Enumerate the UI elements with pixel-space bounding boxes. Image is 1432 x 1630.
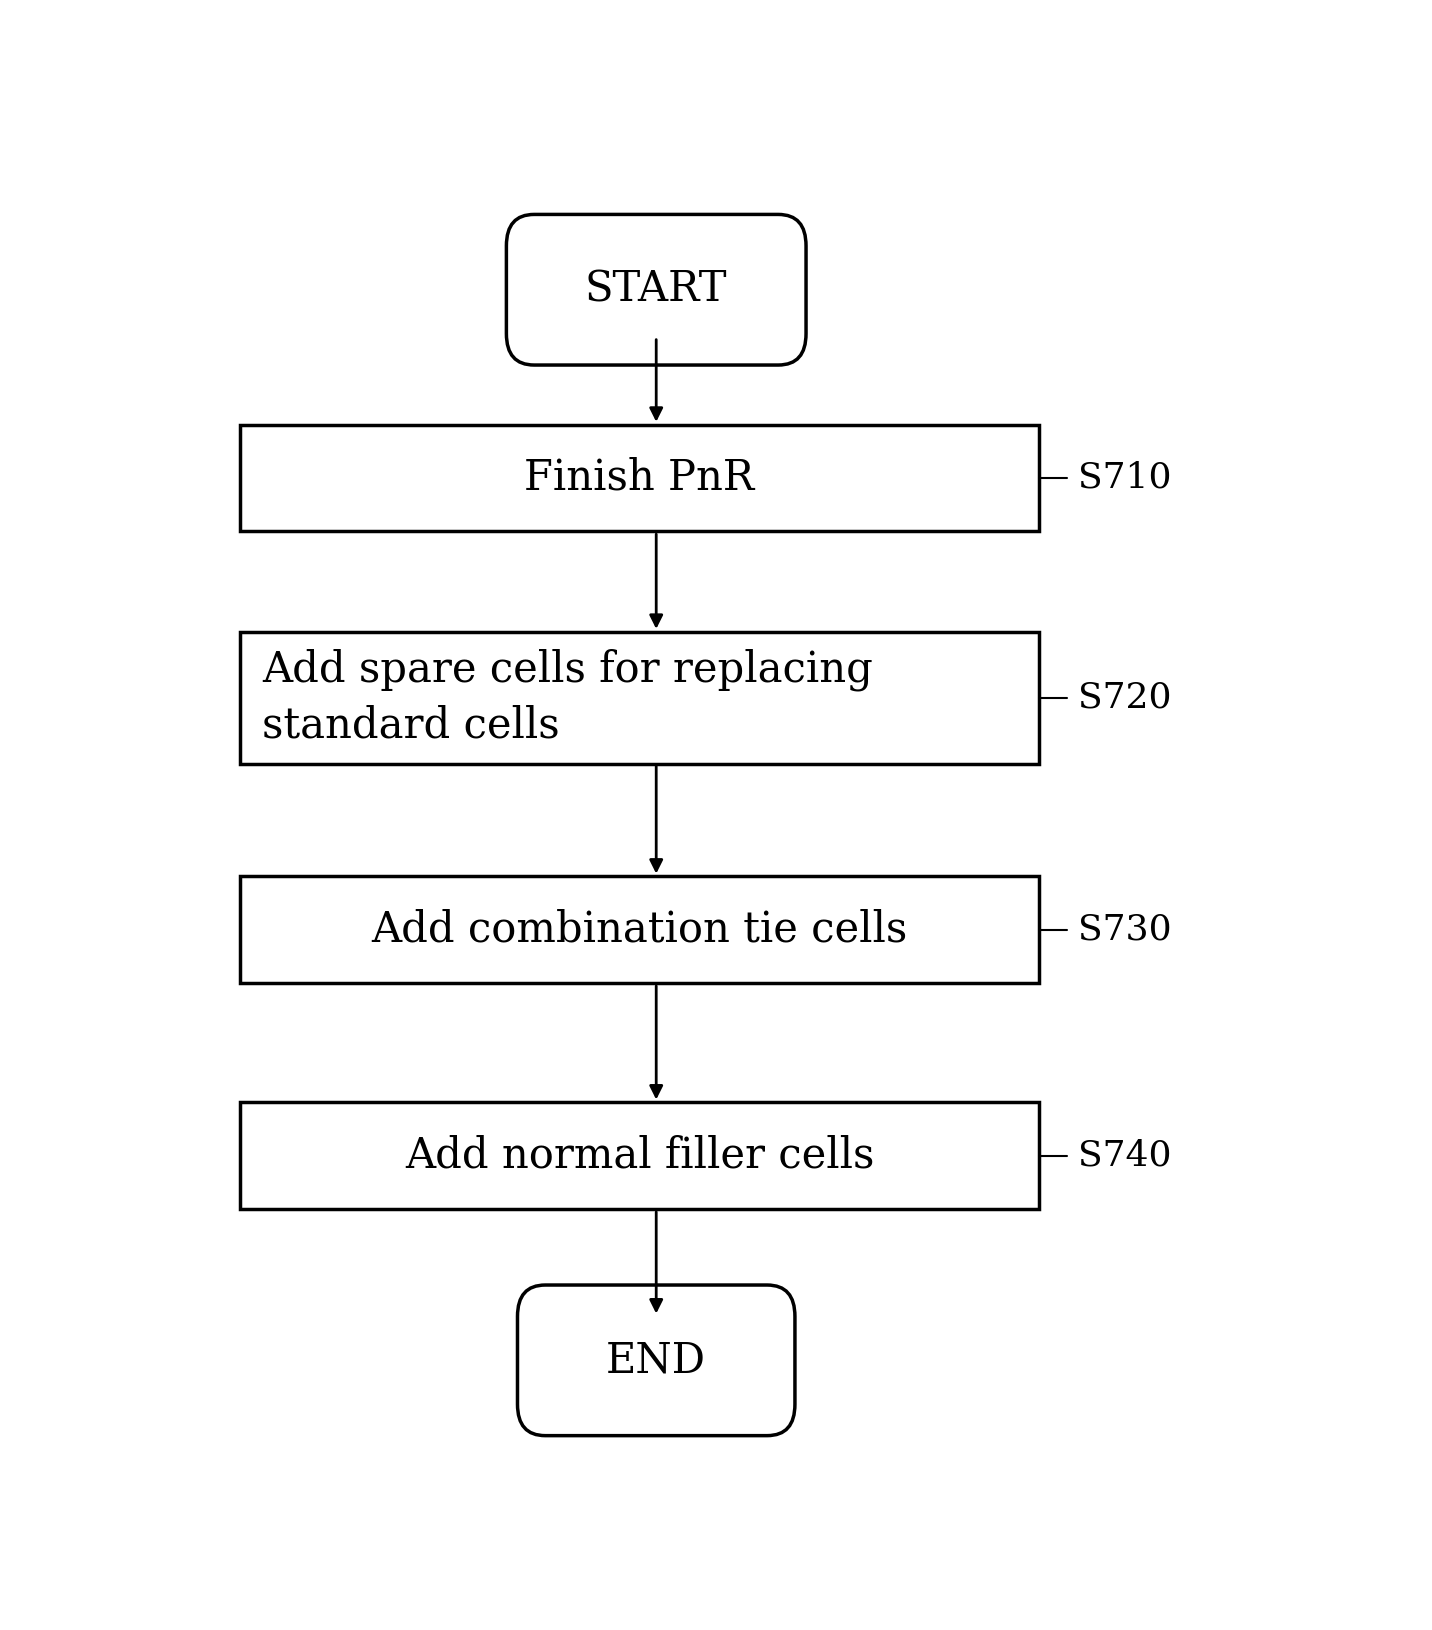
Bar bbox=[241, 1102, 1040, 1209]
Bar bbox=[241, 877, 1040, 983]
FancyBboxPatch shape bbox=[507, 215, 806, 365]
Bar bbox=[241, 632, 1040, 763]
Text: S730: S730 bbox=[1078, 913, 1171, 947]
Text: Finish PnR: Finish PnR bbox=[524, 456, 755, 499]
Text: Add normal filler cells: Add normal filler cells bbox=[405, 1134, 875, 1177]
Text: S720: S720 bbox=[1078, 681, 1171, 714]
Text: Add spare cells for replacing
standard cells: Add spare cells for replacing standard c… bbox=[262, 649, 874, 747]
Text: START: START bbox=[584, 269, 727, 311]
FancyBboxPatch shape bbox=[517, 1284, 795, 1436]
Bar bbox=[241, 425, 1040, 531]
Text: S740: S740 bbox=[1078, 1139, 1171, 1172]
Text: END: END bbox=[606, 1340, 706, 1381]
Text: Add combination tie cells: Add combination tie cells bbox=[371, 910, 908, 950]
Text: S710: S710 bbox=[1078, 461, 1171, 496]
